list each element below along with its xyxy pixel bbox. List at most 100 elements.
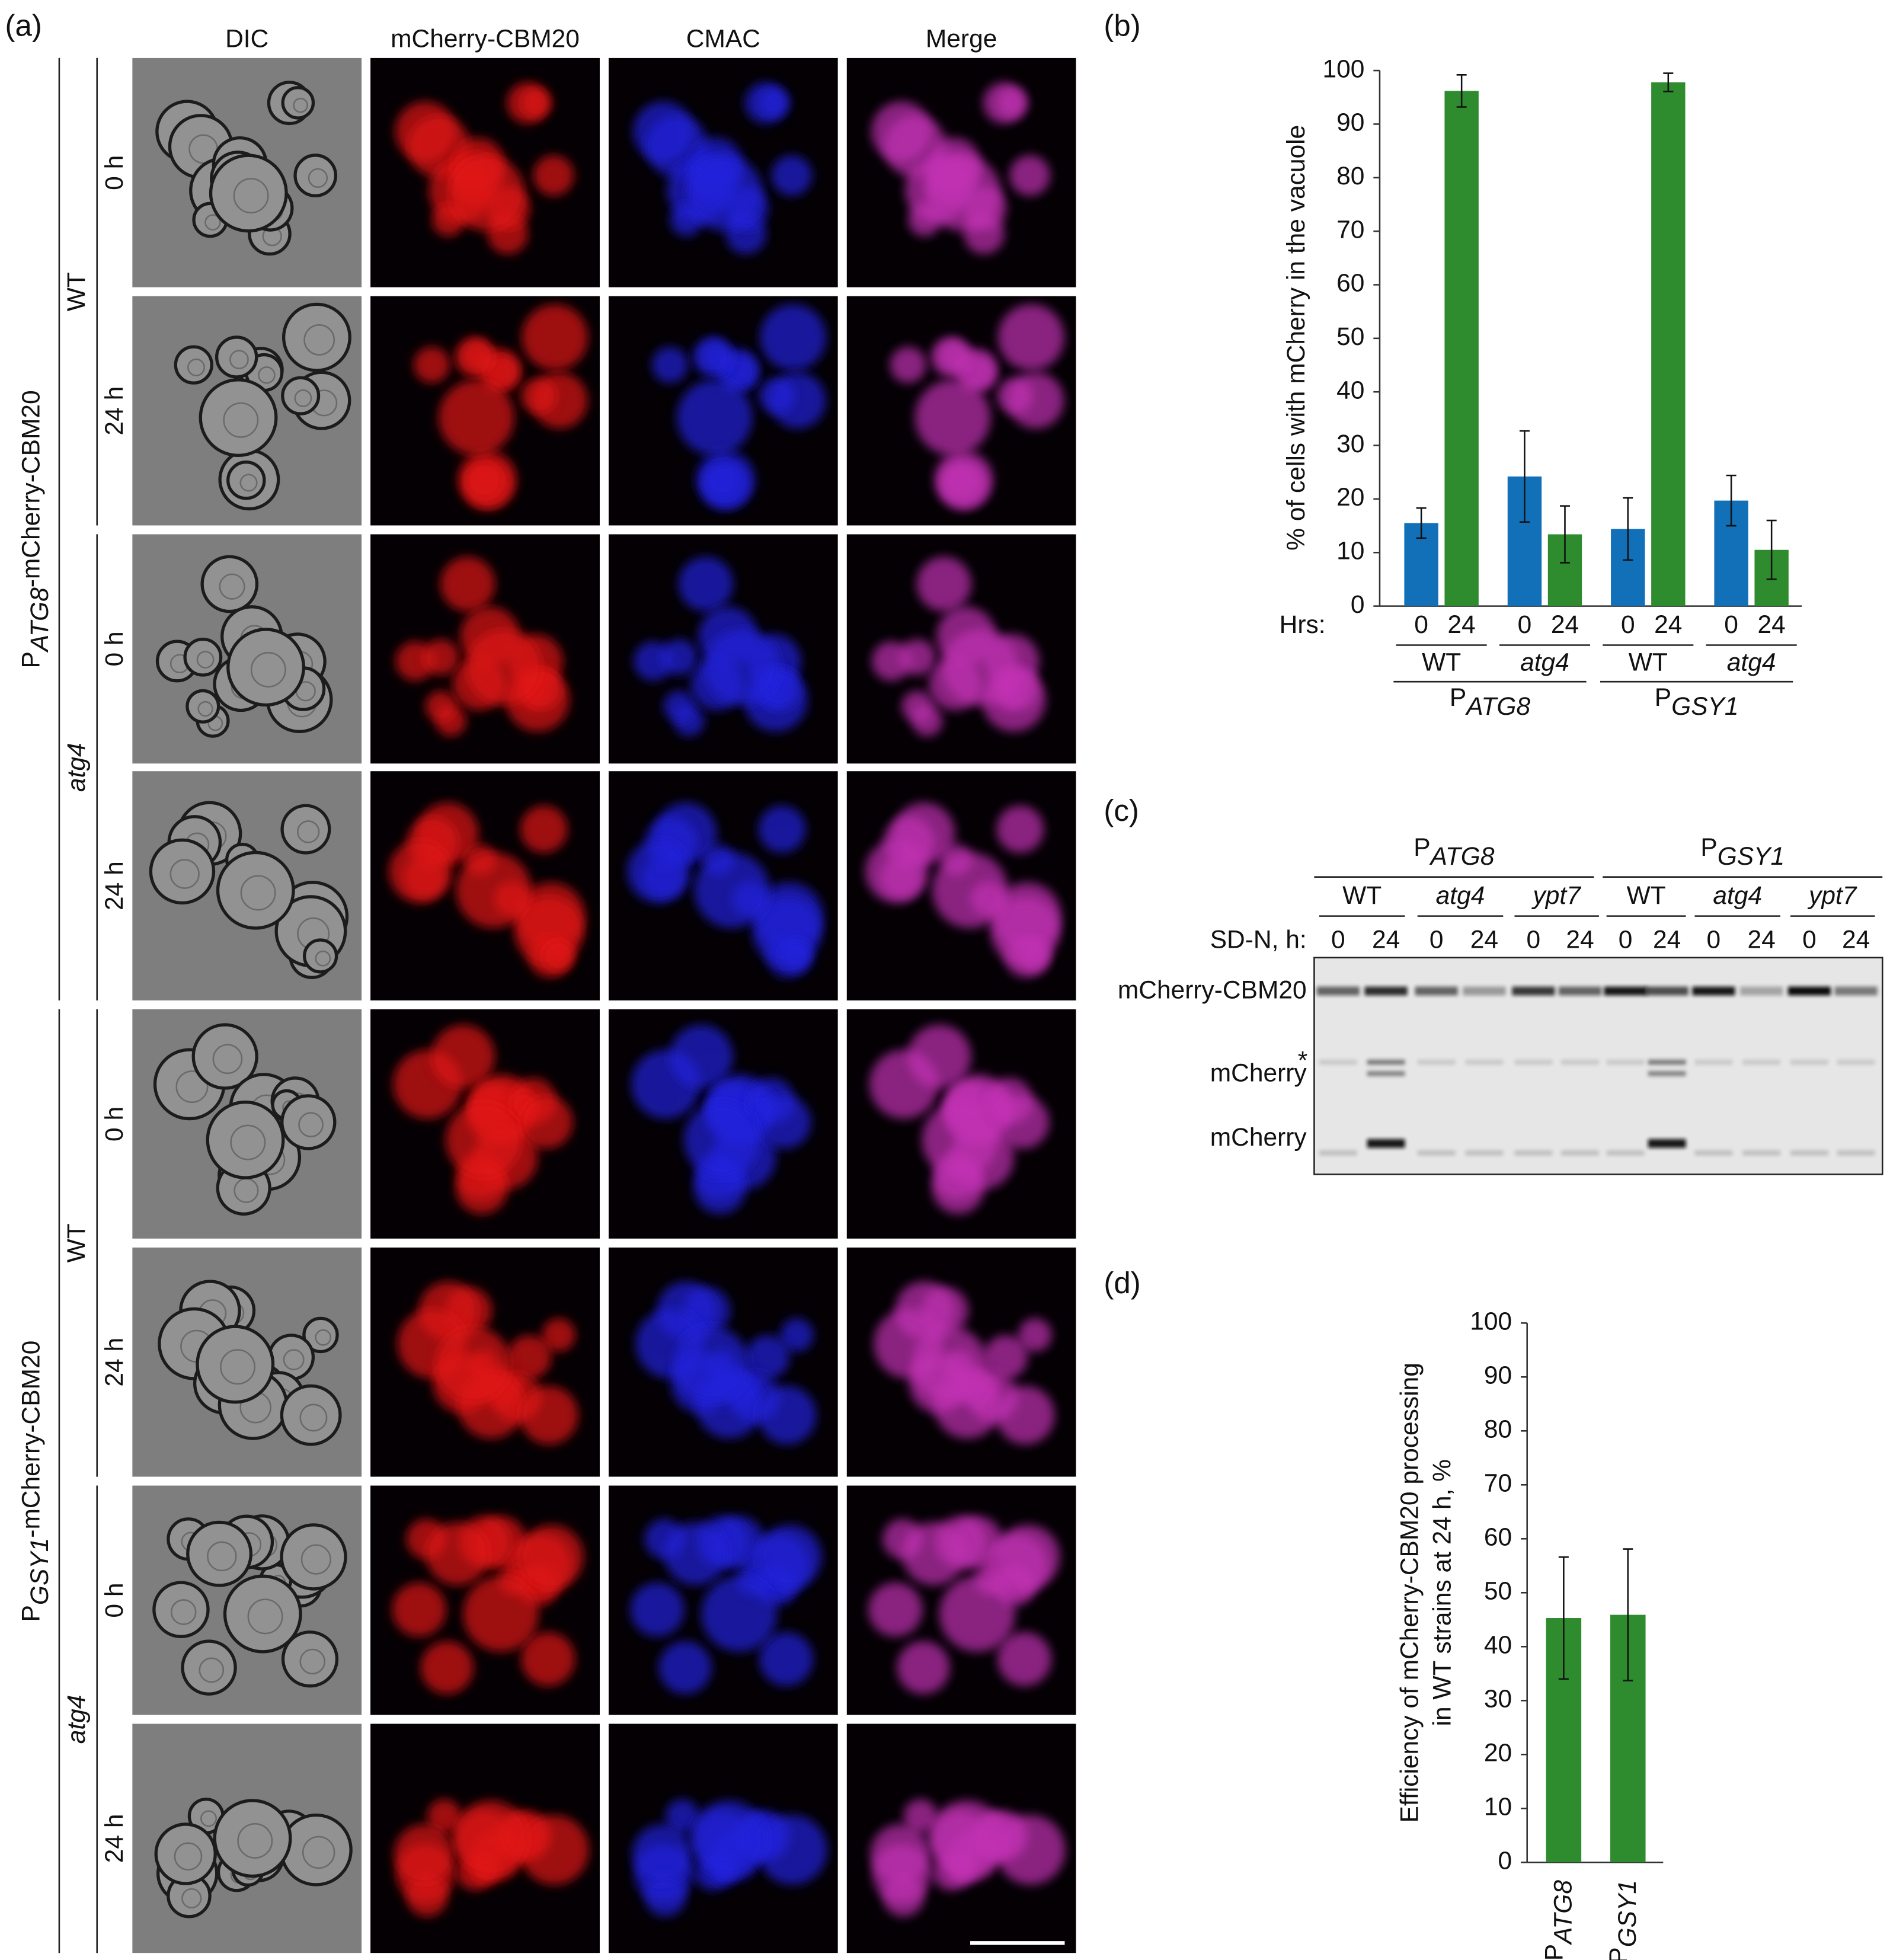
- cell-signal: [865, 840, 928, 903]
- x-tick-label: 0: [1621, 611, 1635, 639]
- cell-signal: [669, 1025, 733, 1088]
- cell: [223, 1574, 302, 1654]
- cell-signal: [922, 1102, 998, 1178]
- y-tick-label: 70: [1484, 1470, 1512, 1498]
- band: [1561, 1059, 1599, 1065]
- cell-signal: [533, 155, 574, 196]
- cell-inner: [170, 859, 200, 889]
- cell: [206, 1100, 285, 1179]
- cell-signal: [757, 1524, 822, 1589]
- cell-signal: [901, 690, 933, 722]
- cell-signal: [520, 805, 568, 853]
- y-tick-label: 80: [1336, 162, 1364, 190]
- column-title: Merge: [926, 25, 997, 53]
- strain-label: atg4: [1436, 882, 1485, 910]
- cell: [302, 938, 338, 974]
- cell-inner: [315, 1329, 332, 1346]
- cell-signal: [912, 1326, 987, 1402]
- band: [1740, 986, 1783, 996]
- micrograph: [846, 57, 1076, 287]
- cell-signal: [997, 1632, 1051, 1686]
- x-tick-label: 0: [1724, 611, 1738, 639]
- text-part: -mCherry-CBM20: [18, 390, 46, 587]
- cell-signal: [466, 462, 503, 498]
- cell: [215, 335, 258, 379]
- band: [1604, 986, 1647, 996]
- band: [1837, 1150, 1875, 1156]
- cell-signal: [998, 304, 1064, 371]
- cell-inner: [308, 168, 328, 188]
- micrograph: [846, 1724, 1076, 1953]
- x-tick-label: PGSY1: [1605, 1880, 1642, 1960]
- cell-inner: [240, 875, 276, 911]
- y-tick-label: 90: [1336, 109, 1364, 137]
- cell-signal: [440, 557, 495, 612]
- asterisk: *: [1298, 1047, 1308, 1075]
- band-label: mCherry-CBM20: [1118, 976, 1307, 1004]
- cell-inner: [187, 358, 206, 376]
- bar: [1651, 82, 1686, 606]
- micrograph: [370, 296, 600, 526]
- cell-signal: [929, 1800, 1005, 1876]
- micrograph: [370, 771, 600, 1001]
- cell-signal: [456, 852, 532, 928]
- band: [1512, 986, 1555, 996]
- cell: [152, 1581, 210, 1638]
- cell-signal: [394, 1824, 454, 1884]
- band: [1319, 1059, 1357, 1065]
- strain-label: WT: [1422, 649, 1461, 677]
- cell-inner: [220, 1349, 255, 1385]
- cell-inner: [294, 389, 312, 407]
- lane-label: 24: [1842, 926, 1870, 954]
- cell-signal: [644, 1875, 686, 1917]
- micrograph: [608, 1724, 838, 1953]
- panel-label: (c): [1104, 794, 1139, 827]
- subscript: ATG8: [1550, 1880, 1578, 1946]
- micrograph: [608, 1247, 838, 1477]
- lane-label: 0: [1707, 926, 1721, 954]
- cell: [213, 1799, 292, 1878]
- cell: [186, 689, 220, 724]
- micrograph: [132, 57, 362, 287]
- cell-inner: [237, 1822, 273, 1859]
- cell: [200, 555, 259, 613]
- cell-signal: [758, 805, 806, 853]
- cell-signal: [996, 1524, 1060, 1589]
- cell: [181, 1639, 237, 1696]
- cell-signal: [651, 347, 688, 383]
- micrograph: [608, 1485, 838, 1715]
- cell-signal: [983, 1335, 1028, 1379]
- cell-signal: [996, 805, 1044, 853]
- micrograph: [846, 771, 1076, 1001]
- y-axis-label: % of cells with mCherry in the vacuole: [1283, 125, 1310, 551]
- cell-inner: [315, 950, 331, 967]
- cell-signal: [925, 155, 1001, 231]
- band: [1558, 986, 1602, 996]
- lane-label: 0: [1430, 926, 1444, 954]
- cell-signal: [664, 1522, 727, 1585]
- micrograph: [132, 1009, 362, 1239]
- cell-signal: [1018, 1318, 1052, 1352]
- subscript: ATG8: [26, 587, 54, 653]
- cell-signal: [780, 1318, 814, 1352]
- cell-signal: [520, 1095, 573, 1149]
- text-part: P: [1541, 1944, 1569, 1960]
- cell-signal: [914, 379, 991, 456]
- cell-signal: [425, 690, 457, 722]
- micrograph: [608, 1009, 838, 1239]
- cell-signal: [630, 1582, 685, 1637]
- cell-inner: [212, 1044, 243, 1075]
- x-tick-label: PATG8: [1541, 1880, 1578, 1960]
- cell-inner: [219, 573, 245, 600]
- column-title: CMAC: [686, 25, 760, 53]
- cell-signal: [427, 1799, 461, 1833]
- x-tick-label: 24: [1758, 611, 1786, 639]
- cell-signal: [903, 1799, 938, 1833]
- micrograph: [370, 1724, 600, 1953]
- band: [1645, 986, 1688, 996]
- cell-signal: [392, 1582, 446, 1637]
- cell-signal: [758, 1386, 817, 1444]
- cell-signal: [899, 639, 936, 676]
- cell: [280, 804, 331, 855]
- y-tick-label: 100: [1470, 1308, 1512, 1336]
